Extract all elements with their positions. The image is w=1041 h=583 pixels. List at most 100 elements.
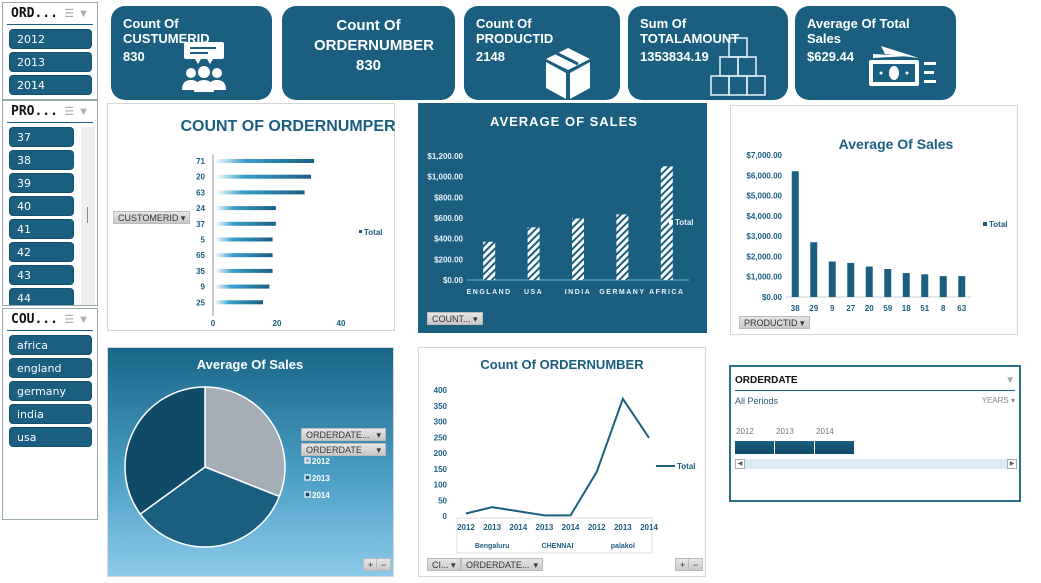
chart-average-sales-by-product[interactable]: Average Of Sales $0.00 $1,000.00 $2,000.00… [730, 105, 1018, 335]
tick-label: $800.00 [434, 193, 463, 202]
slicer-item[interactable]: 43 [9, 265, 74, 285]
category-label: 65 [196, 251, 205, 260]
category-label: 63 [196, 188, 205, 197]
bar [483, 241, 496, 280]
tick-label: $1,200.00 [427, 152, 463, 161]
timeline-year-bar[interactable] [735, 441, 774, 454]
clear-filter-icon[interactable]: ▼ [1005, 375, 1015, 386]
zoom-in-button[interactable]: + [363, 558, 379, 571]
scroll-left-icon[interactable]: ◀ [735, 459, 745, 469]
slicer-item[interactable]: germany [9, 381, 92, 401]
chart-count-ordernumber-line[interactable]: Count Of ORDERNUMBER 0 50 100 150 200 250 300 3… [418, 347, 706, 577]
tick-label: 2014 [509, 523, 527, 532]
clear-filter-icon[interactable]: ▼ [78, 105, 89, 118]
category-label: 25 [196, 298, 205, 307]
tick-label: $1,000.00 [746, 273, 782, 282]
tick-label: $600.00 [434, 214, 463, 223]
slicer-item[interactable]: 2013 [9, 52, 92, 72]
box-icon [546, 48, 590, 99]
bar [215, 206, 276, 211]
slicer-scrollbar[interactable] [81, 127, 95, 305]
bar [847, 262, 855, 297]
zoom-out-button[interactable]: − [376, 558, 392, 571]
bar [828, 261, 836, 297]
bar [215, 253, 273, 258]
scroll-right-icon[interactable]: ▶ [1007, 459, 1017, 469]
field-button-count[interactable]: COUNT... ▾ [427, 312, 483, 325]
card-value: 830 [123, 49, 145, 64]
legend-label: Total [675, 218, 694, 227]
legend-swatch [304, 474, 311, 481]
category-label: AFRICA [649, 289, 684, 296]
field-button-orderdate-2[interactable]: ORDERDATE ▾ [301, 443, 386, 456]
slicer-item[interactable]: 40 [9, 196, 74, 216]
kpi-card-order-count: Count Of ORDERNUMBER 830 [282, 6, 455, 100]
customers-icon [182, 42, 226, 92]
legend-swatch [983, 222, 987, 226]
bar [215, 300, 263, 305]
card-label: Count Of PRODUCTID [476, 16, 554, 46]
tick-label: 20 [273, 319, 282, 328]
clear-filter-icon[interactable]: ▼ [78, 7, 89, 20]
field-button-city[interactable]: CI... ▾ [427, 558, 461, 571]
slicer-item[interactable]: 39 [9, 173, 74, 193]
bar [215, 190, 305, 195]
timeline-scrollbar[interactable]: ◀ ▶ [735, 459, 1017, 469]
field-button-orderdate-1[interactable]: ORDERDATE... ▾ [301, 428, 386, 441]
clear-filter-icon[interactable]: ▼ [78, 313, 89, 326]
zoom-out-button[interactable]: − [688, 558, 704, 571]
chart-title: Average Of Sales [197, 357, 303, 372]
category-label: 71 [196, 157, 205, 166]
chart-count-ordernumber-by-customer[interactable]: COUNT OF ORDERNUMPER 71 20 63 24 37 5 65 35 9 25 0… [107, 103, 396, 331]
slicer-item[interactable]: 2014 [9, 75, 92, 95]
slicer-item[interactable]: india [9, 404, 92, 424]
slicer-item[interactable]: 42 [9, 242, 74, 262]
slicer-item[interactable]: usa [9, 427, 92, 447]
tick-label: 100 [434, 481, 448, 490]
tick-label: 2013 [614, 523, 632, 532]
field-button-customerid[interactable]: CUSTOMERID ▾ [113, 211, 191, 224]
tick-label: 2014 [640, 523, 658, 532]
category-label: INDIA [565, 289, 592, 296]
tick-label: 50 [438, 496, 447, 505]
multi-select-icon[interactable]: ☰ [64, 106, 75, 118]
chart-average-sales-pie[interactable]: Average Of Sales 2012 2013 2014 ORDERDATE.… [107, 347, 394, 577]
tick-label: $4,000.00 [746, 212, 782, 221]
pie-slice [204, 386, 286, 498]
category-label: 29 [809, 304, 818, 313]
timeline-level-dropdown[interactable]: YEARS ▾ [981, 396, 1015, 405]
field-button-productid[interactable]: PRODUCTID ▾ [739, 316, 810, 329]
pie-slice [139, 466, 281, 548]
slicer-item[interactable]: 37 [9, 127, 74, 147]
timeline-orderdate[interactable]: ORDERDATE ▼ All Periods YEARS ▾ 2012 2013… [729, 365, 1021, 502]
pie-slice [124, 386, 206, 516]
timeline-year-bar[interactable] [815, 441, 854, 454]
slicer-item[interactable]: 41 [9, 219, 74, 239]
slicer-item[interactable]: 2012 [9, 29, 92, 49]
slicer-item[interactable]: 38 [9, 150, 74, 170]
category-label: USA [524, 289, 543, 296]
multi-select-icon[interactable]: ☰ [64, 8, 75, 20]
slicer-title: ORD... [11, 6, 58, 21]
multi-select-icon[interactable]: ☰ [64, 314, 75, 326]
legend-swatch [359, 230, 362, 233]
slicer-item[interactable]: 44 [9, 288, 74, 305]
tick-label: $7,000.00 [746, 151, 782, 160]
tick-label: $6,000.00 [746, 171, 782, 180]
slicer-item[interactable]: africa [9, 335, 92, 355]
timeline-year-label: 2013 [776, 427, 794, 436]
category-label: 27 [846, 304, 855, 313]
tick-label: $200.00 [434, 255, 463, 264]
card-value: $629.44 [807, 49, 854, 64]
bar [660, 166, 673, 280]
chart-average-sales-by-country[interactable]: AVERAGE OF SALES $0.00 $200.00 $400.00 $600… [418, 103, 707, 333]
category-label: ENGLAND [467, 289, 512, 296]
timeline-year-bar[interactable] [775, 441, 814, 454]
tick-label: 350 [434, 402, 448, 411]
bar [215, 174, 311, 179]
slicer-item[interactable]: england [9, 358, 92, 378]
field-button-orderdate[interactable]: ORDERDATE... ▾ [461, 558, 543, 571]
tick-label: $400.00 [434, 235, 463, 244]
tick-label: 200 [434, 449, 448, 458]
card-value: 1353834.19 [640, 49, 709, 64]
